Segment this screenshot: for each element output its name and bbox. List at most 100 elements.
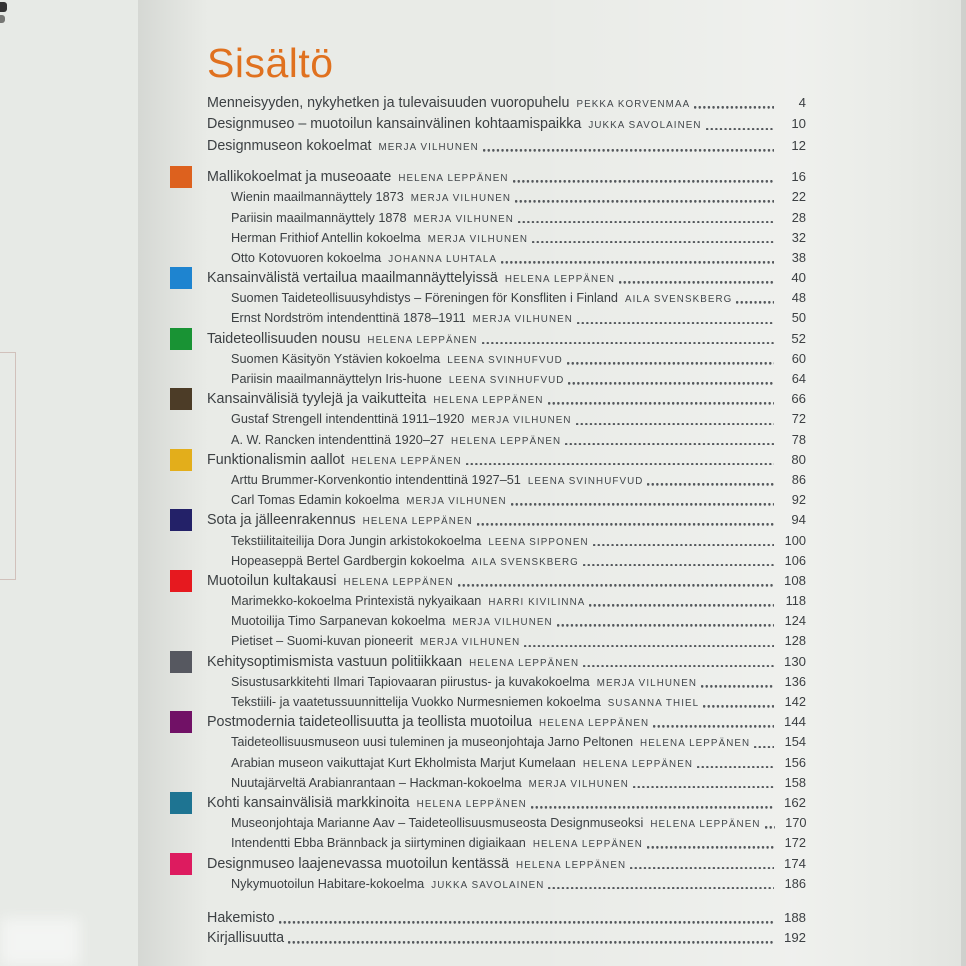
toc-entry-title: Arabian museon vaikuttajat Kurt Ekholmis…	[231, 755, 576, 770]
toc-entry-page: 64	[791, 371, 806, 387]
dot-leader	[736, 301, 774, 304]
toc-entry-title: Taideteollisuusmuseon uusi tuleminen ja …	[231, 735, 634, 750]
toc-row: Postmodernia taideteollisuutta ja teolli…	[170, 711, 806, 734]
toc-entry-title: Pietiset – Suomi-kuvan pioneerit	[231, 634, 413, 649]
dot-leader	[481, 341, 774, 345]
toc-entry-title: Suomen Taideteollisuusyhdistys – Förenin…	[231, 291, 618, 306]
toc-entry-title: Herman Frithiof Antellin kokoelma	[231, 230, 421, 245]
toc-entry-author: HELENA LEPPÄNEN	[416, 798, 527, 810]
toc-row: Hopeaseppä Bertel Gardbergin kokoelma AIL…	[207, 551, 806, 571]
toc-entry-page: 188	[783, 909, 806, 925]
toc-entry-author: MERJA VILHUNEN	[427, 233, 529, 245]
dot-leader	[465, 462, 774, 466]
toc-entry-title: Gustaf Strengell intendenttinä 1911–1920	[231, 412, 465, 427]
toc-entry-page: 60	[791, 350, 806, 366]
toc-entry-title: Otto Kotovuoren kokoelma	[231, 250, 382, 265]
toc-entry-page: 156	[784, 754, 806, 770]
chapter-color-square	[170, 791, 192, 814]
chapter-color-square	[170, 569, 192, 592]
toc-entry-page: 136	[784, 673, 806, 689]
photo-edge-mark	[0, 15, 5, 23]
dot-leader	[619, 281, 774, 284]
toc-entry-title: Postmodernia taideteollisuutta ja teolli…	[207, 714, 533, 731]
toc-row: Tekstiili- ja vaatetussuunnittelija Vuok…	[207, 692, 806, 712]
dot-leader	[694, 106, 774, 109]
dot-leader	[703, 705, 774, 708]
dot-leader	[568, 382, 774, 385]
toc-entry-page: 170	[785, 815, 807, 831]
toc-entry-title: Kohti kansainvälisiä markkinoita	[207, 794, 410, 811]
toc-entry-author: HELENA LEPPÄNEN	[640, 738, 751, 750]
facing-page	[0, 0, 138, 966]
toc-entry-author: HELENA LEPPÄNEN	[367, 334, 478, 346]
toc-row: Hakemisto 188	[207, 908, 806, 928]
dot-leader	[632, 785, 774, 789]
toc-entry-page: 162	[783, 794, 806, 810]
toc-entry-page: 52	[791, 330, 806, 346]
dot-leader	[754, 745, 774, 749]
toc-entry-author: MERJA VILHUNEN	[471, 415, 572, 427]
dot-leader	[764, 826, 775, 829]
toc-entry-page: 174	[783, 855, 806, 871]
toc-entry-page: 142	[784, 694, 806, 710]
toc-entry-title: Designmuseo laajenevassa muotoilun kentä…	[207, 855, 510, 872]
toc-row: Pariisin maailmannäyttelyn Iris-huone LEE…	[207, 369, 806, 389]
toc-row: Tekstiilitaiteilija Dora Jungin arkistok…	[207, 531, 806, 551]
dot-leader	[592, 543, 774, 547]
toc-entry-page: 32	[791, 229, 806, 245]
dot-leader	[565, 442, 774, 446]
toc-entry-page: 16	[791, 169, 806, 185]
toc-entry-author: MERJA VILHUNEN	[528, 778, 629, 790]
toc-entry-author: MERJA VILHUNEN	[413, 213, 514, 225]
toc-row: Muotoilun kultakausi HELENA LEPPÄNEN 108	[170, 569, 806, 592]
toc-entry-title: Pariisin maailmannäyttely 1878	[231, 210, 407, 225]
toc-row: Menneisyyden, nykyhetken ja tulevaisuude…	[207, 92, 806, 113]
page-right-edge-shadow	[961, 0, 966, 966]
toc-row: Arabian museon vaikuttajat Kurt Ekholmis…	[207, 753, 806, 773]
toc-entry-title: Muotoilun kultakausi	[207, 572, 337, 589]
toc-row: Kansainvälistä vertailua maailmannäyttel…	[170, 267, 806, 290]
toc-entry-page: 38	[791, 249, 806, 265]
toc-row: Ernst Nordström intendenttinä 1878–1911 M…	[207, 308, 806, 328]
dot-leader	[653, 725, 774, 728]
chapter-color-square	[170, 852, 192, 875]
dot-leader	[524, 644, 774, 648]
toc-entry-author: HELENA LEPPÄNEN	[650, 819, 761, 831]
dot-leader	[476, 523, 774, 527]
toc-entry-page: 94	[791, 512, 806, 528]
dot-leader	[701, 684, 774, 688]
toc-row: Taideteollisuusmuseon uusi tuleminen ja …	[207, 732, 806, 752]
toc-entry-title: Funktionalismin aallot	[207, 451, 345, 468]
toc-entry-author: JOHANNA LUHTALA	[388, 253, 498, 265]
toc-row: Sisustusarkkitehti Ilmari Tapiovaaran pi…	[207, 672, 806, 692]
toc-row: Taideteollisuuden nousu HELENA LEPPÄNEN 52	[170, 327, 806, 350]
toc-entry-author: MERJA VILHUNEN	[378, 141, 479, 153]
toc-entry-author: MERJA VILHUNEN	[596, 677, 698, 689]
toc-entry-title: Pariisin maailmannäyttelyn Iris-huone	[231, 372, 442, 387]
toc-row: Otto Kotovuoren kokoelma JOHANNA LUHTALA 3…	[207, 248, 806, 268]
dot-leader	[647, 483, 774, 486]
toc-row: Designmuseon kokoelmat MERJA VILHUNEN 12	[207, 135, 806, 156]
dot-leader	[482, 149, 774, 152]
chapter-color-square	[170, 650, 192, 673]
dot-leader	[515, 200, 774, 204]
toc-entry-page: 130	[783, 653, 806, 669]
toc-row: Muotoilija Timo Sarpanevan kokoelma MERJA…	[207, 611, 806, 631]
dot-leader	[630, 866, 774, 870]
toc-entry-title: Kehitysoptimismista vastuun politiikkaan	[207, 653, 463, 670]
toc-row: Intendentti Ebba Brännback ja siirtymine…	[207, 833, 806, 853]
toc-entry-page: 92	[791, 492, 806, 508]
toc-entry-author: SUSANNA THIEL	[607, 698, 700, 710]
dot-leader	[512, 180, 774, 183]
dot-leader	[583, 664, 774, 668]
toc-entry-author: AILA SVENSKBERG	[624, 294, 733, 306]
toc-entry-author: HELENA LEPPÄNEN	[516, 859, 627, 871]
chapter-color-square	[170, 711, 192, 734]
toc-row: Kohti kansainvälisiä markkinoita HELENA L…	[170, 791, 806, 814]
toc-entry-author: MERJA VILHUNEN	[410, 193, 512, 205]
toc-entry-page: 86	[791, 471, 806, 487]
toc-entry-title: Tekstiilitaiteilija Dora Jungin arkistok…	[231, 533, 482, 548]
toc-entry-title: Intendentti Ebba Brännback ja siirtymine…	[231, 836, 526, 851]
toc-row: Suomen Taideteollisuusyhdistys – Förenin…	[207, 288, 806, 308]
chapter-color-square	[170, 448, 192, 471]
